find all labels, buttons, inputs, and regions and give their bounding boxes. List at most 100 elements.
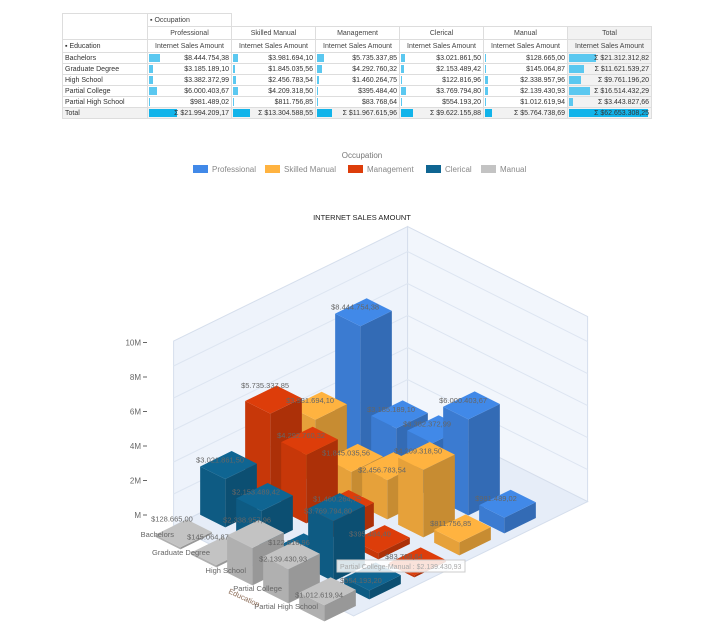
bar	[479, 489, 536, 534]
bar-face-top	[434, 514, 491, 543]
value-text: $3.185.189,10	[184, 65, 229, 73]
legend-swatch	[193, 165, 208, 173]
column-header[interactable]: Total	[567, 26, 652, 40]
bar-face-front	[155, 534, 181, 550]
value-bar	[401, 65, 404, 73]
value-text: Σ $11.621.539,27	[594, 65, 649, 73]
data-label: $4.292.760,32	[277, 431, 325, 440]
bar-face-top	[308, 493, 365, 522]
value-text: Σ $3.443.827,66	[597, 98, 649, 106]
data-label: $2.456.783,54	[358, 465, 406, 474]
value-text: Σ $11.967.615,96	[342, 109, 397, 117]
value-text: $1.012.619,94	[520, 98, 565, 106]
bar-face-front	[263, 556, 289, 604]
x-category-label: Bachelors	[141, 530, 175, 539]
value-text: $4.292.760,32	[352, 65, 397, 73]
collapse-icon[interactable]: ▪	[65, 42, 68, 50]
value-text: $5.735.337,85	[352, 54, 397, 62]
value-cell: Σ $11.621.539,27	[567, 63, 652, 75]
bar-face-side	[459, 527, 491, 556]
value-bar	[485, 65, 486, 73]
data-label: $4.209.318,50	[394, 446, 442, 455]
legend-item: Professional	[212, 165, 256, 174]
x-category-label: Graduate Degree	[152, 548, 210, 557]
data-label: $395.484,40	[349, 529, 391, 538]
data-label: $145.064,87	[187, 532, 229, 541]
value-cell: Σ $9.761.196,20	[567, 74, 652, 86]
value-text: Σ $21.312.312,82	[594, 54, 649, 62]
value-text: $395.484,40	[358, 87, 397, 95]
legend-item: Manual	[500, 165, 526, 174]
tooltip-box	[336, 559, 466, 573]
data-label: $6.000.403,67	[439, 396, 487, 405]
data-label: $5.735.337,85	[241, 381, 289, 390]
bar-face-top	[200, 451, 257, 480]
legend-swatch	[426, 165, 441, 173]
data-label: $1.845.035,56	[322, 448, 370, 457]
value-text: $811.756,85	[274, 98, 313, 106]
x-category-label: Partial High School	[254, 602, 318, 611]
y-tick-label: 8M	[130, 373, 141, 382]
value-bar	[149, 109, 177, 117]
value-bar	[569, 98, 574, 106]
table-row: Bachelors $8.444.754,38 $3.981.694,10 $5.73…	[62, 52, 652, 64]
value-text: $83.768,64	[361, 98, 397, 106]
data-label: $122.816,96	[268, 538, 310, 547]
value-cell: Σ $16.514.432,29	[567, 85, 652, 97]
value-cell: Σ $62.653.308,25	[567, 107, 652, 119]
value-text: $6.000.403,67	[184, 87, 229, 95]
bar-face-top	[281, 426, 338, 455]
value-bar	[485, 76, 488, 84]
legend-item: Management	[367, 165, 414, 174]
occupation-dimension-label: Occupation	[154, 16, 190, 24]
collapse-icon[interactable]: ▪	[150, 16, 153, 24]
value-cell: Σ $13.304.588,55	[231, 107, 316, 119]
value-cell: Σ $9.622.155,88	[399, 107, 484, 119]
measure-header-row: ▪ Education Internet Sales Amount Internet…	[62, 39, 652, 53]
value-bar	[569, 87, 590, 95]
bar-face-side	[468, 403, 500, 516]
bar-face-top	[155, 519, 212, 548]
data-label: $2.139.430,93	[259, 555, 307, 564]
data-label: $3.382.372,99	[403, 420, 451, 429]
data-label: $8.444.754,38	[331, 303, 379, 312]
data-label: $1.012.619,94	[295, 591, 343, 600]
data-label: $83.768,64	[385, 552, 423, 561]
bar-face-front	[227, 535, 253, 586]
bar-face-top	[245, 385, 302, 414]
value-bar	[401, 109, 414, 117]
value-bar	[149, 54, 160, 62]
bar-face-top	[263, 541, 320, 570]
bar-face-top	[371, 400, 428, 429]
value-bar	[401, 54, 405, 62]
bar-face-front	[191, 552, 217, 568]
value-text: $3.382.372,99	[184, 76, 229, 84]
x-category-label: Partial College	[233, 584, 282, 593]
value-text: $554.193,20	[442, 98, 481, 106]
value-text: $145.064,87	[526, 65, 565, 73]
value-text: $2.456.783,54	[268, 76, 313, 84]
gridline	[173, 283, 588, 399]
value-bar	[149, 65, 154, 73]
value-bar	[149, 76, 154, 84]
value-cell: Σ $5.764.738,69	[483, 107, 568, 119]
value-text: $981.489,02	[190, 98, 229, 106]
bar-face-top	[299, 577, 356, 606]
value-bar	[569, 109, 648, 117]
value-bar	[233, 98, 235, 106]
value-text: $8.444.754,38	[184, 54, 229, 62]
bar-face-front	[398, 457, 424, 538]
bar-face-top	[326, 443, 383, 472]
value-text: $122.816,96	[442, 76, 481, 84]
value-text: $2.338.957,96	[520, 76, 565, 84]
column-header-row: Professional Skilled Manual Management Cler…	[63, 26, 652, 40]
value-bar	[233, 87, 239, 95]
data-label: $3.981.694,10	[286, 396, 334, 405]
data-label: $128.665,00	[151, 515, 193, 524]
value-bar	[401, 98, 402, 106]
gridline	[173, 251, 588, 367]
value-text: $3.981.694,10	[268, 54, 313, 62]
value-bar	[149, 87, 157, 95]
value-text: Σ $16.514.432,29	[594, 87, 649, 95]
legend-title: Occupation	[342, 151, 382, 160]
